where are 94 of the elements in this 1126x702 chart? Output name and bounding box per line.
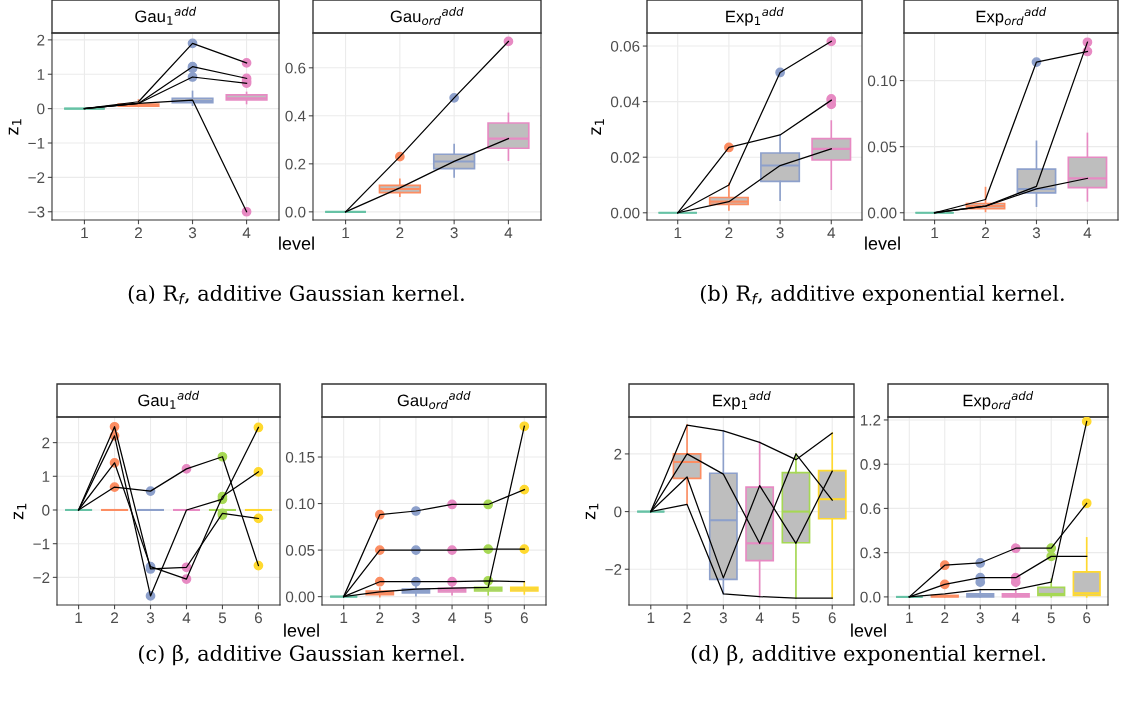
x-tick-label: 2 — [725, 227, 733, 239]
chart-title: Exp$_{ord}$$^{add}$ — [976, 7, 1047, 26]
x-tick-label: 6 — [828, 612, 836, 624]
x-tick-label: 2 — [683, 612, 691, 624]
y-tick-label: 0 — [37, 103, 45, 115]
x-tick-label: 1 — [75, 612, 83, 624]
y-tick-label: −2 — [28, 172, 45, 183]
x-tick-label: 2 — [982, 227, 990, 239]
y-tick-label: 0.9 — [860, 459, 881, 470]
y-tick-label: 0.06 — [610, 40, 640, 52]
x-tick-label: 1 — [342, 227, 350, 239]
x-tick-label: 1 — [906, 612, 913, 624]
y-tick-label: 0.00 — [285, 591, 315, 603]
x-tick-label: 2 — [941, 612, 949, 624]
chart-title: Exp$_{1}$$^{add}$ — [713, 391, 771, 410]
x-tick-label: 3 — [976, 612, 984, 624]
y-tick-label: 1 — [37, 69, 45, 80]
y-tick-label: 0.05 — [867, 141, 897, 153]
x-tick-label: 3 — [188, 227, 197, 239]
x-tick-label: 4 — [827, 227, 836, 239]
y-tick-label: 0.00 — [867, 207, 897, 219]
y-tick-label: 0.6 — [285, 62, 306, 74]
y-tick-label: 0.10 — [867, 75, 897, 87]
x-tick-label: 2 — [135, 227, 142, 239]
chart-title: Gau$_{ord}$$^{add}$ — [397, 390, 471, 410]
x-tick-label: 4 — [1011, 612, 1020, 624]
x-axis-title: level — [865, 236, 900, 250]
text: (c) β, additive Gaussian kernel. — [139, 644, 464, 666]
x-tick-label: 4 — [448, 612, 456, 624]
x-axis-title: level — [284, 623, 319, 637]
text: (d) β, additive exponential kernel. — [691, 644, 1045, 666]
y-tick-label: 2 — [37, 34, 45, 46]
text: (b) R$_{f}$, additive exponential kernel. — [700, 284, 1064, 306]
x-tick-label: 6 — [254, 612, 262, 624]
y-tick-label: 0 — [42, 504, 50, 516]
y-axis-title: z$_{1}$ — [591, 119, 604, 135]
x-tick-label: 2 — [376, 612, 384, 624]
y-tick-label: −1 — [28, 138, 45, 149]
x-tick-label: 1 — [81, 227, 88, 239]
x-axis-title: level — [279, 236, 314, 250]
y-axis-title: z$_{1}$ — [8, 119, 22, 135]
chart-title: Gau$_{1}$$^{add}$ — [135, 6, 197, 25]
x-tick-label: 6 — [1083, 612, 1091, 624]
x-tick-label: 3 — [412, 612, 420, 624]
y-axis-title: z$_{1}$ — [585, 503, 599, 520]
x-tick-label: 3 — [719, 612, 727, 624]
chart-title: Gau$_{ord}$$^{add}$ — [390, 6, 464, 26]
x-tick-label: 2 — [111, 612, 119, 624]
x-tick-label: 1 — [647, 612, 655, 624]
y-tick-label: 0.2 — [285, 158, 306, 170]
y-tick-label: 0.15 — [285, 451, 315, 463]
y-tick-label: 0.02 — [610, 152, 640, 163]
y-tick-label: 0.00 — [610, 207, 640, 219]
x-tick-label: 4 — [182, 612, 191, 624]
y-tick-label: 0.6 — [860, 503, 881, 515]
y-tick-label: 0.0 — [860, 591, 881, 603]
y-tick-label: 0.05 — [285, 544, 315, 556]
x-tick-label: 4 — [504, 227, 513, 239]
x-tick-label: 5 — [792, 612, 800, 624]
y-tick-label: 1.2 — [860, 414, 881, 426]
y-tick-label: 0.10 — [285, 498, 315, 510]
x-axis-title: level — [851, 623, 886, 637]
chart-title: Gau$_{1}$$^{add}$ — [138, 390, 200, 409]
y-tick-label: 0.3 — [860, 547, 881, 559]
chart-title: Exp$_{ord}$$^{add}$ — [963, 391, 1034, 410]
y-tick-label: −2 — [33, 572, 50, 583]
x-tick-label: 4 — [755, 612, 764, 624]
x-tick-label: 3 — [1032, 227, 1041, 239]
chart-title: Exp$_{1}$$^{add}$ — [726, 7, 784, 26]
y-tick-label: 0.4 — [285, 110, 306, 122]
text: (a) R$_{f}$, additive Gaussian kernel. — [128, 284, 464, 305]
x-tick-label: 6 — [520, 612, 528, 624]
x-tick-label: 3 — [450, 227, 458, 239]
x-tick-label: 2 — [396, 227, 404, 239]
x-tick-label: 4 — [242, 227, 251, 239]
x-tick-label: 5 — [484, 612, 492, 624]
y-tick-label: 2 — [42, 437, 50, 449]
y-tick-label: −1 — [33, 538, 50, 550]
y-tick-label: −3 — [28, 206, 45, 218]
y-tick-label: 2 — [614, 448, 622, 460]
y-tick-label: −2 — [605, 564, 622, 575]
y-tick-label: 0 — [614, 506, 622, 518]
x-tick-label: 1 — [340, 612, 348, 624]
x-tick-label: 4 — [1083, 227, 1092, 239]
x-tick-label: 1 — [674, 227, 682, 239]
y-tick-label: 1 — [42, 471, 50, 482]
y-tick-label: 0.0 — [285, 206, 306, 218]
x-tick-label: 1 — [931, 227, 939, 239]
x-tick-label: 3 — [146, 612, 155, 624]
y-tick-label: 0.04 — [610, 96, 640, 108]
x-tick-label: 3 — [776, 227, 784, 239]
x-tick-label: 5 — [1047, 612, 1055, 624]
y-axis-title: z$_{1}$ — [13, 503, 27, 520]
x-tick-label: 5 — [218, 612, 227, 624]
